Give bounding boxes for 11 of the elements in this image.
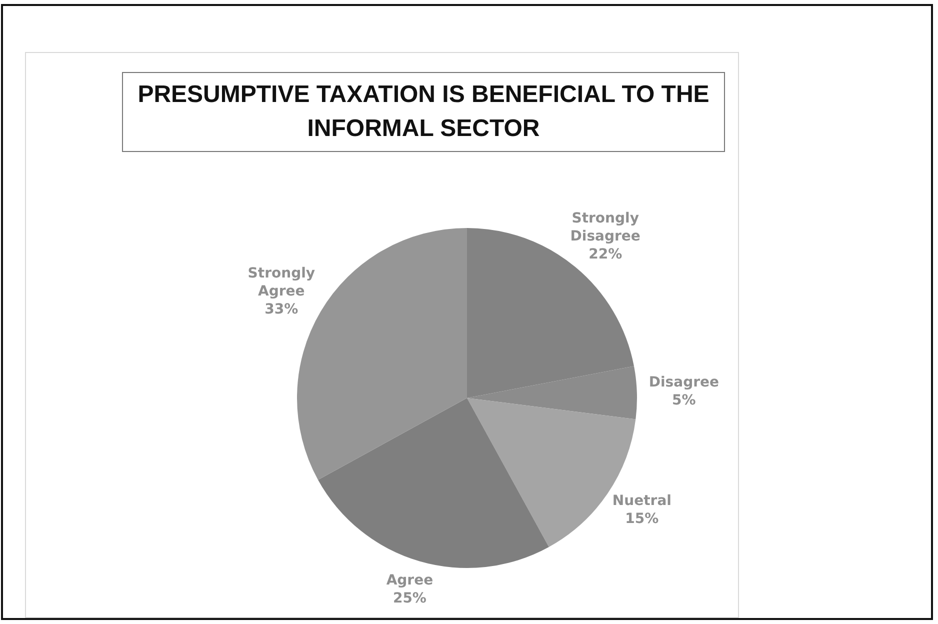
chart-title: PRESUMPTIVE TAXATION IS BENEFICIAL TO THE INFORMAL SECTOR	[122, 72, 725, 152]
slice-label: Agree	[386, 572, 434, 589]
slice-label: Nuetral	[612, 493, 672, 510]
slice-label: Strongly Agree	[248, 265, 316, 300]
data-label: 5%	[672, 392, 696, 408]
data-label: 25%	[392, 590, 426, 607]
data-label: 33%	[264, 301, 298, 318]
slice-label: Disagree	[648, 374, 720, 390]
slice-label: Strongly Disagree	[570, 210, 640, 245]
data-label: 22%	[588, 246, 622, 263]
data-label: 15%	[625, 511, 659, 528]
